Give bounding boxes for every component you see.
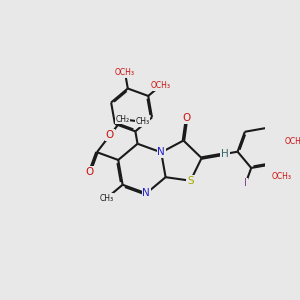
Text: O: O bbox=[85, 167, 94, 177]
Text: N: N bbox=[142, 188, 150, 198]
Text: CH₃: CH₃ bbox=[135, 117, 149, 126]
Text: OCH₃: OCH₃ bbox=[115, 68, 135, 77]
Text: CH₃: CH₃ bbox=[99, 194, 113, 203]
Text: OCH₃: OCH₃ bbox=[150, 81, 170, 90]
Text: S: S bbox=[187, 176, 194, 186]
Text: O: O bbox=[106, 130, 114, 140]
Text: I: I bbox=[244, 178, 247, 188]
Text: H: H bbox=[221, 149, 229, 159]
Text: CH₂: CH₂ bbox=[115, 115, 129, 124]
Text: O: O bbox=[182, 113, 191, 123]
Text: N: N bbox=[157, 147, 165, 158]
Text: OCH₃: OCH₃ bbox=[284, 137, 300, 146]
Text: OCH₃: OCH₃ bbox=[272, 172, 292, 181]
